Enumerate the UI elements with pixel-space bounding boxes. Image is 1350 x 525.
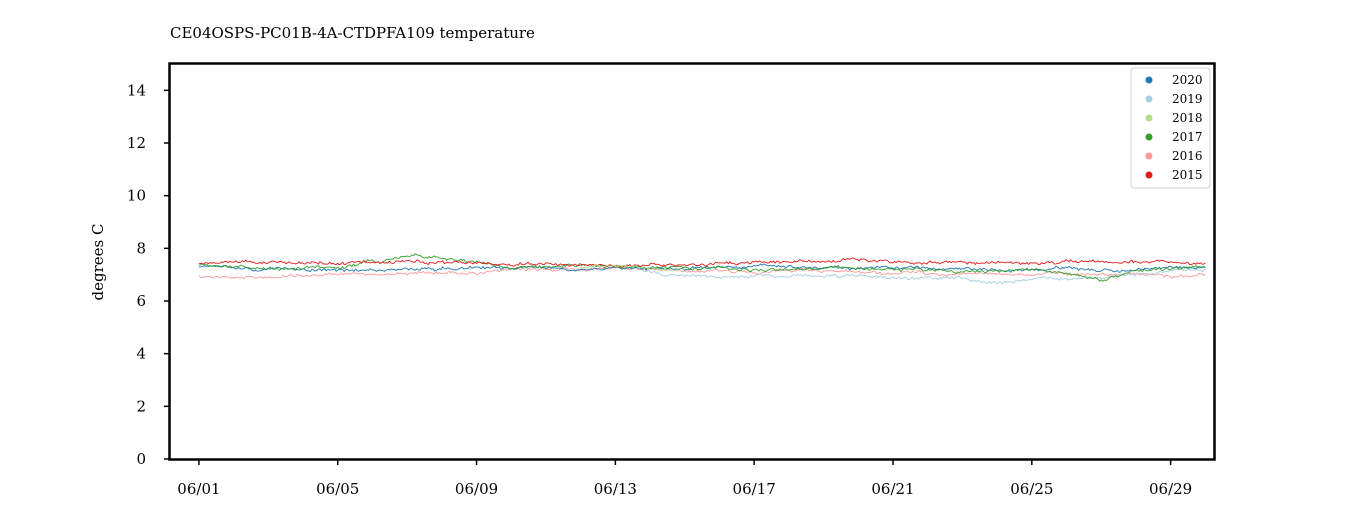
y-tick-label: 12 — [127, 134, 146, 152]
series-layer — [198, 253, 1206, 285]
series-line-2019 — [615, 264, 1206, 285]
legend-label: 2020 — [1172, 73, 1203, 87]
x-tick-label: 06/21 — [871, 480, 914, 498]
y-tick-label: 10 — [127, 187, 146, 205]
legend-marker — [1145, 76, 1153, 84]
legend-marker — [1145, 114, 1153, 122]
y-tick-label: 14 — [127, 81, 146, 99]
x-tick-label: 06/13 — [594, 480, 637, 498]
chart-title: CE04OSPS-PC01B-4A-CTDPFA109 temperature — [170, 24, 535, 42]
plot-frame — [168, 62, 1216, 461]
y-axis: 0 2 4 6 8 10 12 14 — [127, 81, 170, 468]
legend-label: 2016 — [1172, 149, 1203, 163]
x-tick-label: 06/17 — [733, 480, 776, 498]
legend-marker — [1145, 152, 1153, 160]
legend-label: 2015 — [1172, 168, 1203, 182]
legend-label: 2019 — [1172, 92, 1203, 106]
legend-marker — [1145, 171, 1153, 179]
x-tick-label: 06/01 — [177, 480, 220, 498]
series-line-2016 — [198, 266, 1206, 280]
y-tick-label: 8 — [136, 239, 146, 257]
series-line-2017 — [198, 253, 1206, 282]
y-axis-label: degrees C — [89, 224, 107, 301]
legend-label: 2017 — [1172, 130, 1203, 144]
y-tick-label: 2 — [136, 397, 146, 415]
series-line-2018 — [580, 264, 685, 272]
x-tick-label: 06/09 — [455, 480, 498, 498]
legend-label: 2018 — [1172, 111, 1203, 125]
legend: 2020 2019 2018 2017 2016 2015 — [1130, 67, 1211, 189]
series-line-2015 — [198, 257, 1206, 268]
x-tick-label: 06/29 — [1149, 480, 1192, 498]
y-tick-label: 0 — [136, 450, 146, 468]
legend-marker — [1145, 133, 1153, 141]
y-tick-label: 6 — [136, 292, 146, 310]
x-axis: 06/01 06/05 06/09 06/13 06/17 06/21 06/25 06/29 — [177, 459, 1192, 498]
legend-marker — [1145, 95, 1153, 103]
y-tick-label: 4 — [136, 345, 146, 363]
x-tick-label: 06/05 — [316, 480, 359, 498]
x-tick-label: 06/25 — [1010, 480, 1053, 498]
